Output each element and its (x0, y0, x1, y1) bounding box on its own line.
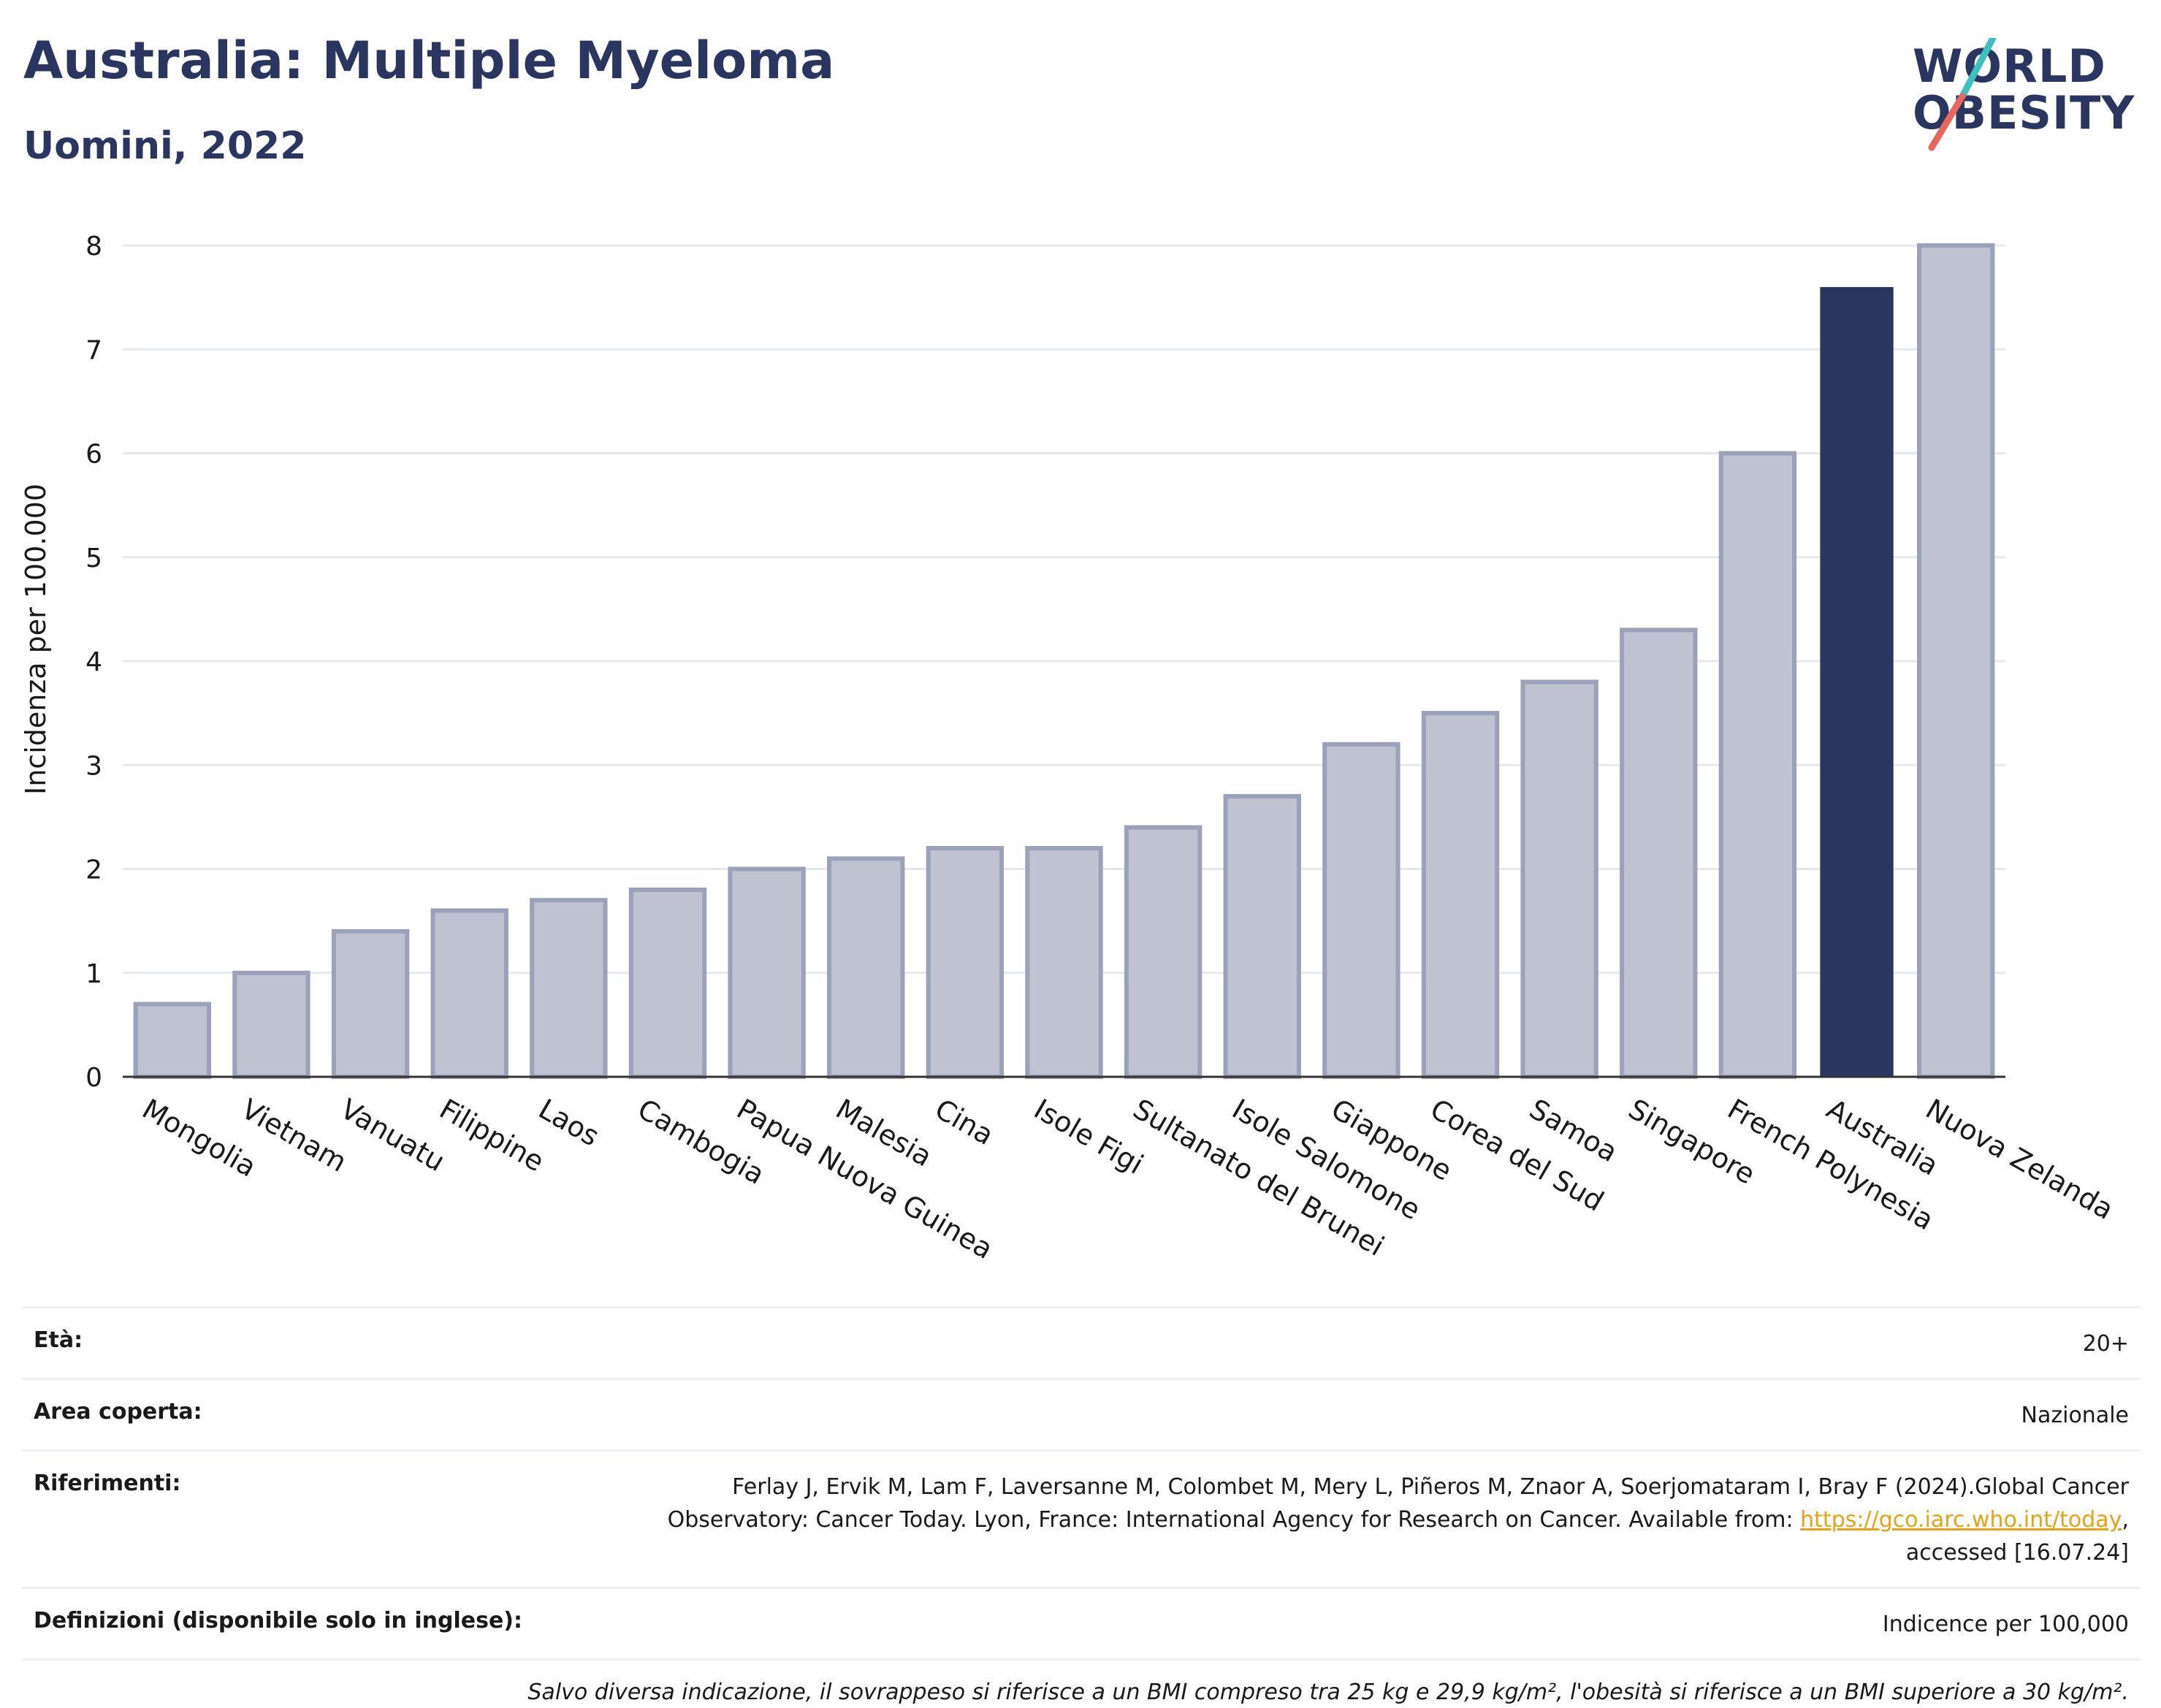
bar-mongolia[interactable] (133, 1002, 211, 1080)
x-tick-label: Corea del Sud (1425, 1093, 1609, 1218)
x-tick-label: Mongolia (137, 1093, 262, 1183)
x-tick-label: Filippine (434, 1093, 549, 1178)
y-tick-label: 1 (85, 959, 102, 989)
y-tick-label: 0 (85, 1063, 102, 1093)
info-row-age: Età: 20+ (22, 1306, 2141, 1378)
y-axis-title: Incidenza per 100.000 (20, 484, 52, 795)
bar-giappone[interactable] (1322, 741, 1400, 1079)
page-subtitle: Uomini, 2022 (23, 124, 307, 168)
y-tick-label: 5 (85, 544, 102, 573)
x-tick-label: Nuova Zelanda (1921, 1093, 2119, 1226)
bar-cina[interactable] (926, 846, 1005, 1079)
references-line1: Ferlay J, Ervik M, Lam F, Laversanne M, … (732, 1474, 2129, 1500)
bar-isole-salomone[interactable] (1223, 793, 1301, 1079)
y-tick-label: 4 (85, 647, 102, 677)
y-tick-label: 6 (85, 440, 102, 470)
references-label: Riferimenti: (34, 1471, 181, 1496)
bar-laos[interactable] (530, 898, 608, 1079)
bar-malesia[interactable] (827, 856, 905, 1080)
x-tick-label: Cina (929, 1093, 999, 1151)
references-line3: accessed [16.07.24] (1905, 1540, 2129, 1566)
bar-australia[interactable] (1820, 286, 1894, 1077)
x-tick-label: Vanuatu (335, 1093, 451, 1178)
logo-text-line1: WORLD (1913, 39, 2106, 93)
bar-nuova-zelanda[interactable] (1917, 243, 1995, 1079)
bar-cambogia[interactable] (628, 887, 707, 1079)
x-tick-label: Laos (533, 1093, 605, 1153)
area-value: Nazionale (2021, 1403, 2129, 1428)
bar-vanuatu[interactable] (331, 929, 410, 1079)
y-tick-label: 2 (85, 855, 102, 885)
x-tick-label: Isole Figi (1029, 1093, 1149, 1181)
bar-vietnam[interactable] (232, 970, 310, 1079)
bar-papua-nuova-guinea[interactable] (728, 866, 806, 1079)
page-title: Australia: Multiple Myeloma (23, 31, 835, 91)
bar-filippine[interactable] (430, 908, 508, 1080)
area-label: Area coperta: (34, 1399, 202, 1425)
references-link[interactable]: https://gco.iarc.who.int/today (1800, 1507, 2122, 1533)
info-row-note: Salvo diversa indicazione, il sovrappeso… (22, 1658, 2141, 1708)
info-row-area: Area coperta: Nazionale (22, 1378, 2141, 1449)
references-line2-pre: Observatory: Cancer Today. Lyon, France:… (667, 1507, 1801, 1533)
bar-samoa[interactable] (1520, 679, 1598, 1079)
bar-corea-del-sud[interactable] (1421, 711, 1500, 1079)
bar-french-polynesia[interactable] (1718, 451, 1797, 1079)
definitions-value: Indicence per 100,000 (1882, 1612, 2129, 1637)
definitions-label: Definizioni (disponibile solo in inglese… (34, 1608, 522, 1633)
axes: 012345678MongoliaVietnamVanuatuFilippine… (85, 232, 2119, 1265)
logo-slash-icon (1928, 38, 1997, 151)
y-tick-label: 7 (85, 335, 102, 365)
references-line2-post: , (2122, 1507, 2129, 1533)
info-row-references: Riferimenti: Ferlay J, Ervik M, Lam F, L… (22, 1449, 2141, 1587)
info-table: Età: 20+ Area coperta: Nazionale Riferim… (22, 1306, 2141, 1708)
bar-singapore[interactable] (1620, 628, 1698, 1079)
y-tick-label: 3 (85, 751, 102, 781)
age-value: 20+ (2082, 1331, 2129, 1357)
bar-sultanato-del-brunei[interactable] (1124, 825, 1203, 1079)
bar-isole-figi[interactable] (1025, 846, 1103, 1079)
references-value: Ferlay J, Ervik M, Lam F, Laversanne M, … (668, 1471, 2129, 1569)
obesity-note: Salvo diversa indicazione, il sovrappeso… (527, 1680, 2129, 1705)
y-tick-label: 8 (85, 232, 102, 262)
bar-chart: 012345678MongoliaVietnamVanuatuFilippine… (20, 232, 2119, 1265)
age-label: Età: (34, 1327, 83, 1353)
world-obesity-logo[interactable]: WORLD OBESITY (1907, 38, 2148, 155)
info-row-definitions: Definizioni (disponibile solo in inglese… (22, 1587, 2141, 1658)
